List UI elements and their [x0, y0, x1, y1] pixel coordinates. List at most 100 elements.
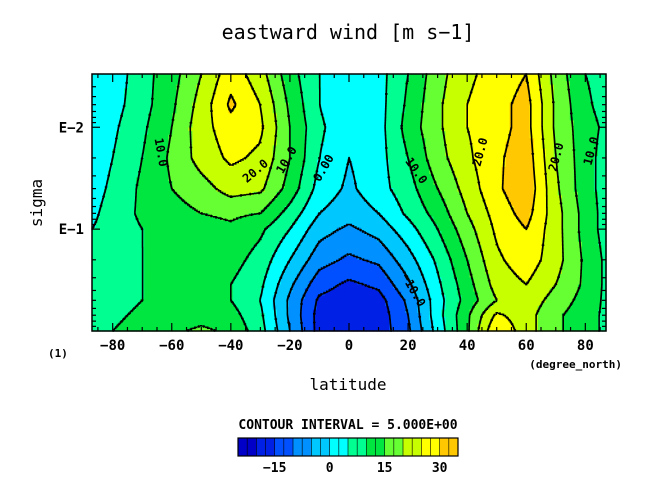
field-cell — [397, 138, 402, 143]
field-cell — [108, 191, 113, 196]
field-cell — [272, 202, 278, 207]
field-cell — [601, 106, 607, 111]
field-cell — [397, 170, 402, 175]
field-cell — [264, 141, 270, 146]
field-cell — [457, 163, 463, 168]
field-cell — [445, 159, 450, 164]
field-cell — [413, 95, 418, 100]
field-cell — [449, 98, 455, 104]
field-cell — [232, 177, 238, 182]
field-cell — [296, 88, 302, 93]
field-cell — [545, 120, 551, 125]
field-cell — [304, 206, 310, 211]
field-cell — [288, 152, 294, 157]
field-cell — [180, 181, 185, 186]
field-cell — [328, 206, 334, 211]
field-cell — [541, 98, 547, 104]
field-cell — [332, 152, 338, 157]
field-cell — [100, 163, 105, 168]
field-cell — [340, 152, 346, 157]
field-cell — [405, 120, 410, 125]
field-cell — [148, 191, 153, 196]
field-cell — [320, 202, 326, 207]
field-cell — [381, 177, 386, 182]
field-cell — [557, 102, 563, 107]
field-cell — [461, 116, 467, 121]
field-cell — [324, 181, 330, 186]
field-cell — [128, 141, 133, 146]
field-cell — [553, 173, 559, 179]
field-cell — [517, 120, 523, 125]
field-cell — [537, 102, 543, 107]
field-cell — [104, 191, 109, 196]
field-cell — [300, 95, 306, 100]
field-cell — [204, 138, 210, 143]
field-cell — [541, 188, 547, 193]
field-cell — [188, 88, 193, 93]
field-cell — [272, 159, 278, 164]
field-cell — [196, 170, 202, 175]
field-cell — [461, 95, 467, 100]
field-cell — [328, 148, 334, 154]
field-cell — [585, 202, 591, 207]
field-cell — [585, 173, 591, 179]
field-cell — [340, 195, 346, 200]
field-cell — [417, 184, 422, 189]
field-cell — [541, 173, 547, 179]
field-cell — [445, 102, 450, 107]
field-cell — [453, 120, 459, 125]
field-cell — [445, 116, 450, 121]
field-cell — [397, 198, 402, 204]
field-cell — [292, 131, 298, 136]
field-cell — [401, 163, 406, 168]
field-cell — [92, 88, 97, 93]
field-cell — [533, 181, 539, 186]
field-cell — [104, 177, 109, 182]
field-cell — [429, 88, 434, 93]
field-cell — [96, 191, 101, 196]
field-cell — [473, 184, 479, 189]
field-cell — [228, 141, 234, 146]
field-cell — [477, 202, 483, 207]
field-cell — [280, 170, 286, 175]
field-cell — [104, 113, 109, 118]
field-cell — [240, 173, 246, 179]
field-cell — [184, 145, 189, 150]
field-cell — [581, 148, 587, 154]
field-cell — [208, 177, 214, 182]
field-cell — [353, 95, 358, 100]
field-cell — [445, 91, 450, 97]
field-cell — [308, 102, 314, 107]
field-cell — [168, 141, 173, 146]
field-cell — [148, 131, 153, 136]
field-cell — [353, 131, 358, 136]
field-cell — [465, 91, 471, 97]
field-cell — [365, 81, 370, 86]
field-cell — [485, 191, 491, 196]
field-cell — [393, 84, 398, 89]
field-cell — [489, 84, 495, 89]
field-cell — [405, 202, 410, 207]
field-cell — [425, 84, 430, 89]
field-cell — [405, 177, 410, 182]
field-cell — [100, 113, 105, 118]
field-cell — [397, 156, 402, 161]
field-cell — [481, 156, 487, 161]
field-cell — [413, 148, 418, 154]
field-cell — [385, 95, 390, 100]
field-cell — [228, 159, 234, 164]
field-cell — [328, 81, 334, 86]
field-cell — [461, 81, 467, 86]
field-cell — [585, 98, 591, 104]
field-cell — [200, 113, 206, 118]
field-cell — [204, 202, 210, 207]
field-cell — [208, 202, 214, 207]
field-cell — [232, 152, 238, 157]
field-cell — [521, 81, 527, 86]
field-cell — [369, 81, 374, 86]
field-cell — [441, 152, 446, 157]
field-cell — [369, 148, 374, 154]
field-cell — [461, 206, 467, 211]
field-cell — [324, 177, 330, 182]
field-cell — [553, 98, 559, 104]
